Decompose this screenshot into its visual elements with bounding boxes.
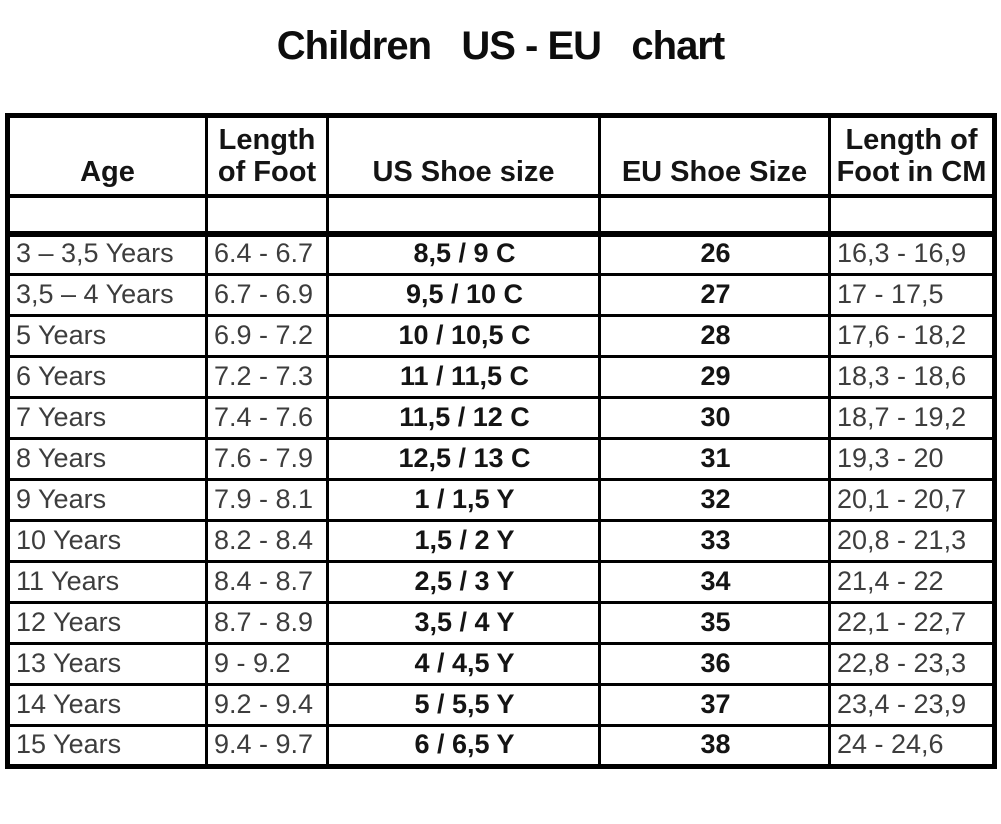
cell-foot-length-inch: 7.2 - 7.3: [205, 355, 329, 399]
cell-foot-length-inch: 8.4 - 8.7: [205, 560, 329, 604]
cell-us-shoe-size: 11,5 / 12 C: [326, 396, 601, 440]
cell-foot-length-cm: 18,3 - 18,6: [828, 355, 996, 399]
cell-foot-length-inch: 9.2 - 9.4: [205, 683, 329, 727]
table-row: 7 Years 7.4 - 7.6 11,5 / 12 C 30 18,7 - 19,2: [6, 396, 996, 440]
cell-foot-length-inch: 8.2 - 8.4: [205, 519, 329, 563]
spacer-cell: [598, 194, 831, 237]
cell-age: 7 Years: [6, 396, 208, 440]
cell-foot-length-cm: 20,8 - 21,3: [828, 519, 996, 563]
table-row: 8 Years 7.6 - 7.9 12,5 / 13 C 31 19,3 - 20: [6, 437, 996, 481]
column-header-us-shoe-size: US Shoe size: [326, 114, 601, 198]
cell-us-shoe-size: 5 / 5,5 Y: [326, 683, 601, 727]
cell-us-shoe-size: 2,5 / 3 Y: [326, 560, 601, 604]
spacer-cell: [6, 194, 208, 237]
table-row: 9 Years 7.9 - 8.1 1 / 1,5 Y 32 20,1 - 20,7: [6, 478, 996, 522]
cell-age: 3 – 3,5 Years: [6, 232, 208, 276]
cell-eu-shoe-size: 34: [598, 560, 831, 604]
cell-foot-length-inch: 7.6 - 7.9: [205, 437, 329, 481]
table-row: 3 – 3,5 Years 6.4 - 6.7 8,5 / 9 C 26 16,3 - …: [6, 232, 996, 276]
table-row: 15 Years 9.4 - 9.7 6 / 6,5 Y 38 24 - 24,6: [6, 724, 996, 768]
spacer-row: [6, 194, 996, 237]
cell-eu-shoe-size: 33: [598, 519, 831, 563]
cell-foot-length-cm: 20,1 - 20,7: [828, 478, 996, 522]
cell-foot-length-cm: 22,8 - 23,3: [828, 642, 996, 686]
cell-age: 13 Years: [6, 642, 208, 686]
cell-foot-length-inch: 6.7 - 6.9: [205, 273, 329, 317]
cell-age: 5 Years: [6, 314, 208, 358]
table-row: 12 Years 8.7 - 8.9 3,5 / 4 Y 35 22,1 - 22,7: [6, 601, 996, 645]
cell-age: 9 Years: [6, 478, 208, 522]
cell-eu-shoe-size: 35: [598, 601, 831, 645]
table-row: 6 Years 7.2 - 7.3 11 / 11,5 C 29 18,3 - 18,6: [6, 355, 996, 399]
cell-foot-length-cm: 18,7 - 19,2: [828, 396, 996, 440]
cell-foot-length-cm: 22,1 - 22,7: [828, 601, 996, 645]
cell-foot-length-inch: 7.4 - 7.6: [205, 396, 329, 440]
cell-foot-length-cm: 16,3 - 16,9: [828, 232, 996, 276]
cell-eu-shoe-size: 32: [598, 478, 831, 522]
cell-us-shoe-size: 3,5 / 4 Y: [326, 601, 601, 645]
table-row: 13 Years 9 - 9.2 4 / 4,5 Y 36 22,8 - 23,3: [6, 642, 996, 686]
cell-eu-shoe-size: 27: [598, 273, 831, 317]
cell-eu-shoe-size: 31: [598, 437, 831, 481]
cell-us-shoe-size: 11 / 11,5 C: [326, 355, 601, 399]
cell-us-shoe-size: 1,5 / 2 Y: [326, 519, 601, 563]
cell-us-shoe-size: 12,5 / 13 C: [326, 437, 601, 481]
cell-foot-length-cm: 24 - 24,6: [828, 724, 996, 768]
cell-foot-length-inch: 6.9 - 7.2: [205, 314, 329, 358]
spacer-cell: [326, 194, 601, 237]
size-chart-table: Age Length of Foot US Shoe size EU Shoe Siz…: [5, 113, 997, 769]
table-row: 14 Years 9.2 - 9.4 5 / 5,5 Y 37 23,4 - 23,9: [6, 683, 996, 727]
spacer-cell: [828, 194, 996, 237]
spacer-cell: [205, 194, 329, 237]
cell-eu-shoe-size: 26: [598, 232, 831, 276]
cell-foot-length-inch: 9 - 9.2: [205, 642, 329, 686]
cell-eu-shoe-size: 37: [598, 683, 831, 727]
cell-age: 11 Years: [6, 560, 208, 604]
column-header-foot-length-inch: Length of Foot: [205, 114, 329, 198]
table-row: 11 Years 8.4 - 8.7 2,5 / 3 Y 34 21,4 - 22: [6, 560, 996, 604]
cell-age: 3,5 – 4 Years: [6, 273, 208, 317]
page-title: Children US - EU chart: [276, 24, 725, 68]
table-row: 3,5 – 4 Years 6.7 - 6.9 9,5 / 10 C 27 17 - 1…: [6, 273, 996, 317]
column-header-age: Age: [6, 114, 208, 198]
cell-us-shoe-size: 1 / 1,5 Y: [326, 478, 601, 522]
cell-us-shoe-size: 4 / 4,5 Y: [326, 642, 601, 686]
cell-foot-length-cm: 17 - 17,5: [828, 273, 996, 317]
cell-eu-shoe-size: 28: [598, 314, 831, 358]
cell-us-shoe-size: 9,5 / 10 C: [326, 273, 601, 317]
cell-us-shoe-size: 8,5 / 9 C: [326, 232, 601, 276]
header-row: Age Length of Foot US Shoe size EU Shoe Siz…: [6, 114, 996, 198]
cell-age: 8 Years: [6, 437, 208, 481]
cell-foot-length-inch: 7.9 - 8.1: [205, 478, 329, 522]
cell-age: 15 Years: [6, 724, 208, 768]
cell-foot-length-cm: 21,4 - 22: [828, 560, 996, 604]
cell-us-shoe-size: 10 / 10,5 C: [326, 314, 601, 358]
column-header-eu-shoe-size: EU Shoe Size: [598, 114, 831, 198]
cell-foot-length-inch: 6.4 - 6.7: [205, 232, 329, 276]
cell-eu-shoe-size: 36: [598, 642, 831, 686]
cell-eu-shoe-size: 29: [598, 355, 831, 399]
cell-age: 10 Years: [6, 519, 208, 563]
table-row: 10 Years 8.2 - 8.4 1,5 / 2 Y 33 20,8 - 21,3: [6, 519, 996, 563]
page: Children US - EU chart Age Length of Foot…: [0, 24, 1001, 769]
cell-eu-shoe-size: 38: [598, 724, 831, 768]
cell-foot-length-cm: 23,4 - 23,9: [828, 683, 996, 727]
cell-foot-length-cm: 17,6 - 18,2: [828, 314, 996, 358]
cell-foot-length-cm: 19,3 - 20: [828, 437, 996, 481]
cell-foot-length-inch: 9.4 - 9.7: [205, 724, 329, 768]
cell-age: 12 Years: [6, 601, 208, 645]
cell-age: 6 Years: [6, 355, 208, 399]
table-row: 5 Years 6.9 - 7.2 10 / 10,5 C 28 17,6 - 18,2: [6, 314, 996, 358]
cell-foot-length-inch: 8.7 - 8.9: [205, 601, 329, 645]
cell-age: 14 Years: [6, 683, 208, 727]
cell-eu-shoe-size: 30: [598, 396, 831, 440]
cell-us-shoe-size: 6 / 6,5 Y: [326, 724, 601, 768]
column-header-foot-length-cm: Length of Foot in CM: [828, 114, 996, 198]
